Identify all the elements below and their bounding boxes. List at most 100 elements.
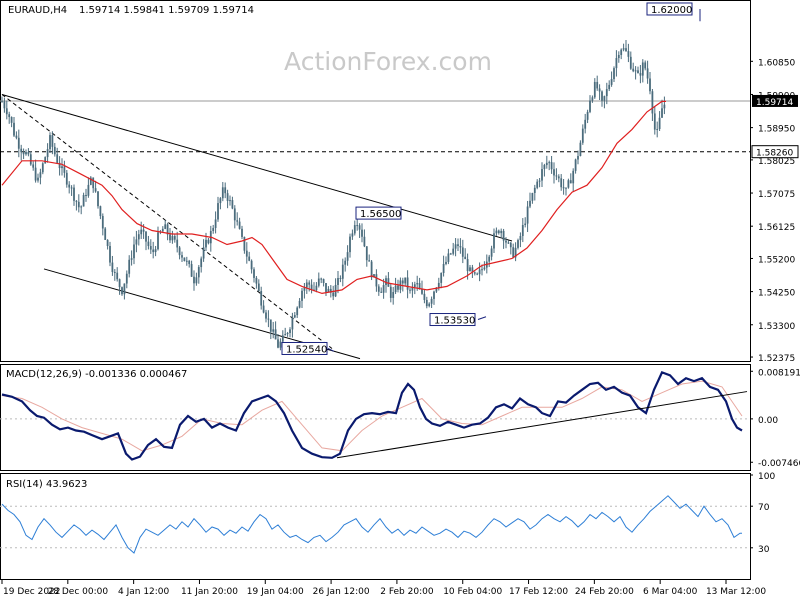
candle-body xyxy=(428,303,431,307)
candle-body xyxy=(483,267,486,270)
candle-body xyxy=(497,230,500,234)
candle-body xyxy=(365,246,368,261)
candle-body xyxy=(267,318,270,320)
current-price-label: 1.59714 xyxy=(756,98,793,108)
candle-body xyxy=(637,70,639,74)
candle-body xyxy=(397,285,399,290)
candle-body xyxy=(101,216,104,229)
candle-body xyxy=(452,248,455,254)
candle-body xyxy=(598,88,601,92)
candle-body xyxy=(255,277,258,284)
candle-body xyxy=(133,244,135,259)
candle-body xyxy=(183,257,186,261)
candle-body xyxy=(226,193,229,201)
candle-body xyxy=(85,194,87,196)
x-tick-label: 10 Feb 04:00 xyxy=(443,587,502,597)
candle-body xyxy=(337,278,339,285)
candle-body xyxy=(118,279,121,288)
candle-body xyxy=(541,169,543,181)
candle-body xyxy=(181,255,183,258)
candle-body xyxy=(382,285,385,293)
candle-body xyxy=(545,162,548,166)
candle-body xyxy=(526,206,529,224)
candle-body xyxy=(293,315,296,318)
candle-body xyxy=(358,225,361,230)
candle-body xyxy=(646,68,649,79)
candle-body xyxy=(617,54,620,59)
candle-body xyxy=(61,166,63,169)
candle-body xyxy=(454,244,457,249)
candle-body xyxy=(176,239,179,248)
candle-body xyxy=(392,292,395,298)
candle-body xyxy=(140,229,143,235)
candle-body xyxy=(269,319,272,332)
candle-body xyxy=(536,181,539,188)
candle-body xyxy=(413,284,416,288)
candle-body xyxy=(464,256,467,260)
candle-body xyxy=(521,224,524,237)
candle-body xyxy=(46,149,49,158)
candle-body xyxy=(416,283,419,285)
price-callout-box xyxy=(355,206,402,220)
candle-body xyxy=(421,289,423,294)
candle-body xyxy=(135,239,138,245)
candle-body xyxy=(113,271,116,273)
candle-body xyxy=(305,282,308,288)
candle-body xyxy=(25,151,27,155)
price-callout-leader xyxy=(327,348,335,352)
candle-body xyxy=(154,249,157,253)
candle-body xyxy=(32,164,35,168)
candle-body xyxy=(202,247,205,259)
candle-body xyxy=(34,167,37,181)
candle-body xyxy=(603,96,606,101)
candle-body xyxy=(41,163,44,173)
candle-body xyxy=(92,177,95,189)
candle-body xyxy=(649,78,651,92)
macd-y-tick-label: -0.007466 xyxy=(758,459,800,469)
candle-body xyxy=(171,236,174,241)
candle-body xyxy=(608,84,611,90)
candle-body xyxy=(65,172,68,185)
candle-body xyxy=(166,224,169,235)
candle-body xyxy=(584,119,587,129)
candle-body xyxy=(529,200,531,207)
candle-body xyxy=(63,166,66,173)
candle-body xyxy=(586,111,589,120)
candle-body xyxy=(169,234,171,241)
candle-body xyxy=(500,230,503,234)
candle-body xyxy=(229,200,231,202)
candle-body xyxy=(473,272,476,274)
candle-body xyxy=(404,277,407,284)
candle-body xyxy=(274,329,277,340)
candle-body xyxy=(39,172,42,178)
x-tick-label: 17 Feb 12:00 xyxy=(509,587,568,597)
candle-body xyxy=(70,187,73,189)
candle-body xyxy=(341,264,344,279)
candle-body xyxy=(502,230,505,241)
candle-body xyxy=(481,269,483,271)
x-tick-label: 28 Dec 00:00 xyxy=(48,587,109,597)
candle-body xyxy=(317,278,320,286)
candle-body xyxy=(87,184,90,196)
candle-body xyxy=(581,128,584,143)
candle-body xyxy=(531,192,534,201)
candle-body xyxy=(257,283,260,291)
rsi-y-tick-label: 30 xyxy=(758,545,770,555)
candle-body xyxy=(346,252,349,261)
candle-body xyxy=(89,177,92,185)
candle-body xyxy=(53,146,56,155)
candle-body xyxy=(356,225,359,227)
candle-body xyxy=(303,287,306,291)
candle-body xyxy=(361,229,363,237)
candle-body xyxy=(651,91,654,114)
candle-body xyxy=(123,283,126,295)
candle-body xyxy=(411,287,414,291)
candle-body xyxy=(260,290,263,306)
candle-body xyxy=(490,248,493,257)
candle-body xyxy=(517,240,519,248)
candle-body xyxy=(430,298,433,304)
candle-body xyxy=(137,234,140,240)
candle-body xyxy=(17,137,20,149)
candle-body xyxy=(82,194,85,207)
price-y-tick-label: 1.56125 xyxy=(758,223,795,233)
